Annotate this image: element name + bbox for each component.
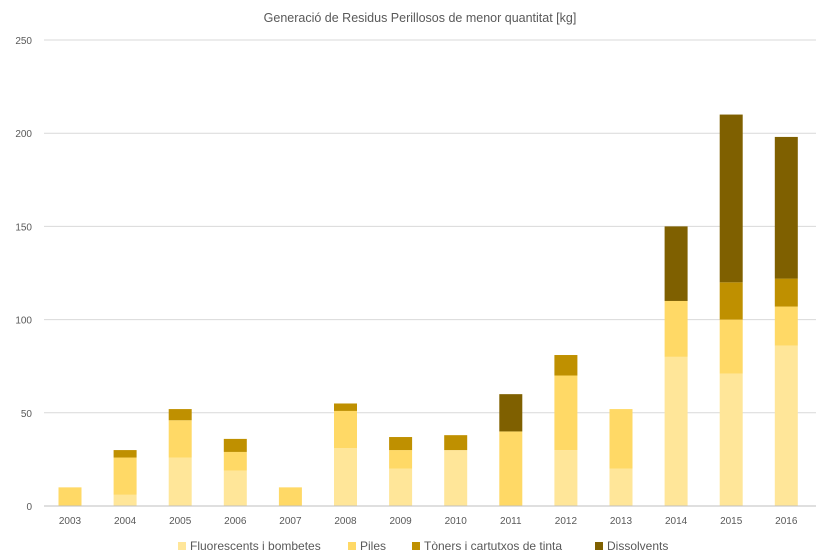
bar-segment xyxy=(499,431,523,506)
bar-segment xyxy=(168,409,192,421)
x-tick-label: 2009 xyxy=(389,516,412,527)
bar-segment xyxy=(499,394,523,432)
bar-segment xyxy=(334,403,357,411)
bar-segment xyxy=(444,450,468,506)
x-tick-label: 2007 xyxy=(279,516,302,527)
legend-label: Fluorescents i bombetes xyxy=(190,539,321,553)
bar-segment xyxy=(168,457,192,506)
bar-segment xyxy=(278,487,302,506)
legend-swatch xyxy=(412,542,420,550)
bar-segment xyxy=(719,373,743,506)
legend-item: Fluorescents i bombetes xyxy=(178,539,321,553)
bar-segment xyxy=(719,319,743,374)
bar-segment xyxy=(223,451,247,471)
x-tick-label: 2016 xyxy=(775,516,798,527)
gridlines xyxy=(44,39,816,414)
x-tick-label: 2013 xyxy=(610,516,633,527)
legend-item: Tòners i cartutxos de tinta xyxy=(412,539,562,553)
legend-item: Dissolvents xyxy=(595,539,668,553)
legend: Fluorescents i bombetes Piles Tòners i car… xyxy=(178,539,668,553)
x-tick-label: 2006 xyxy=(224,516,247,527)
bars xyxy=(58,114,798,506)
x-tick-label: 2015 xyxy=(720,516,743,527)
bar-segment xyxy=(389,450,413,469)
legend-item: Piles xyxy=(348,539,386,553)
bar-segment xyxy=(168,420,192,458)
legend-label: Dissolvents xyxy=(607,539,668,553)
x-axis-ticks: 2003 2004 2005 2006 2007 2008 2009 2010 2011 2012… xyxy=(59,516,798,527)
y-tick-label: 50 xyxy=(21,409,33,420)
bar-segment xyxy=(58,487,82,506)
bar-segment xyxy=(609,409,633,469)
x-tick-label: 2014 xyxy=(665,516,688,527)
y-tick-label: 250 xyxy=(15,36,32,47)
bar-segment xyxy=(664,356,688,506)
legend-swatch xyxy=(178,542,186,550)
y-tick-label: 0 xyxy=(26,502,32,513)
bar-segment xyxy=(554,450,578,506)
x-tick-label: 2010 xyxy=(445,516,468,527)
bar-segment xyxy=(389,468,413,506)
x-tick-label: 2012 xyxy=(555,516,578,527)
legend-label: Piles xyxy=(360,539,386,553)
bar-segment xyxy=(774,345,798,506)
bar-segment xyxy=(664,300,688,357)
bar-segment xyxy=(554,375,578,451)
bar-segment xyxy=(113,494,137,506)
x-tick-label: 2008 xyxy=(334,516,357,527)
x-tick-label: 2011 xyxy=(500,516,522,527)
bar-segment xyxy=(609,468,633,506)
legend-swatch xyxy=(595,542,603,550)
bar-segment xyxy=(774,278,798,307)
bar-segment xyxy=(113,450,137,458)
y-tick-label: 150 xyxy=(15,222,32,233)
bar-segment xyxy=(554,355,578,376)
bar-segment xyxy=(223,438,247,452)
y-tick-label: 200 xyxy=(15,129,32,140)
bar-segment xyxy=(719,114,743,283)
x-tick-label: 2004 xyxy=(114,516,137,527)
bar-segment xyxy=(664,226,688,301)
y-tick-label: 100 xyxy=(15,316,32,327)
bar-segment xyxy=(389,437,413,451)
bar-segment xyxy=(444,435,468,451)
bar-segment xyxy=(774,136,798,279)
bar-segment xyxy=(223,470,247,506)
bar-segment xyxy=(334,410,357,449)
x-tick-label: 2005 xyxy=(169,516,192,527)
legend-label: Tòners i cartutxos de tinta xyxy=(424,539,562,553)
x-tick-label: 2003 xyxy=(59,516,82,527)
bar-segment xyxy=(334,448,357,506)
bar-segment xyxy=(774,306,798,346)
chart-title: Generació de Residus Perillosos de menor… xyxy=(264,11,577,25)
bar-segment xyxy=(113,457,137,495)
y-axis-ticks: 0 50 100 150 200 250 xyxy=(15,36,32,513)
bar-segment xyxy=(719,282,743,320)
legend-swatch xyxy=(348,542,356,550)
